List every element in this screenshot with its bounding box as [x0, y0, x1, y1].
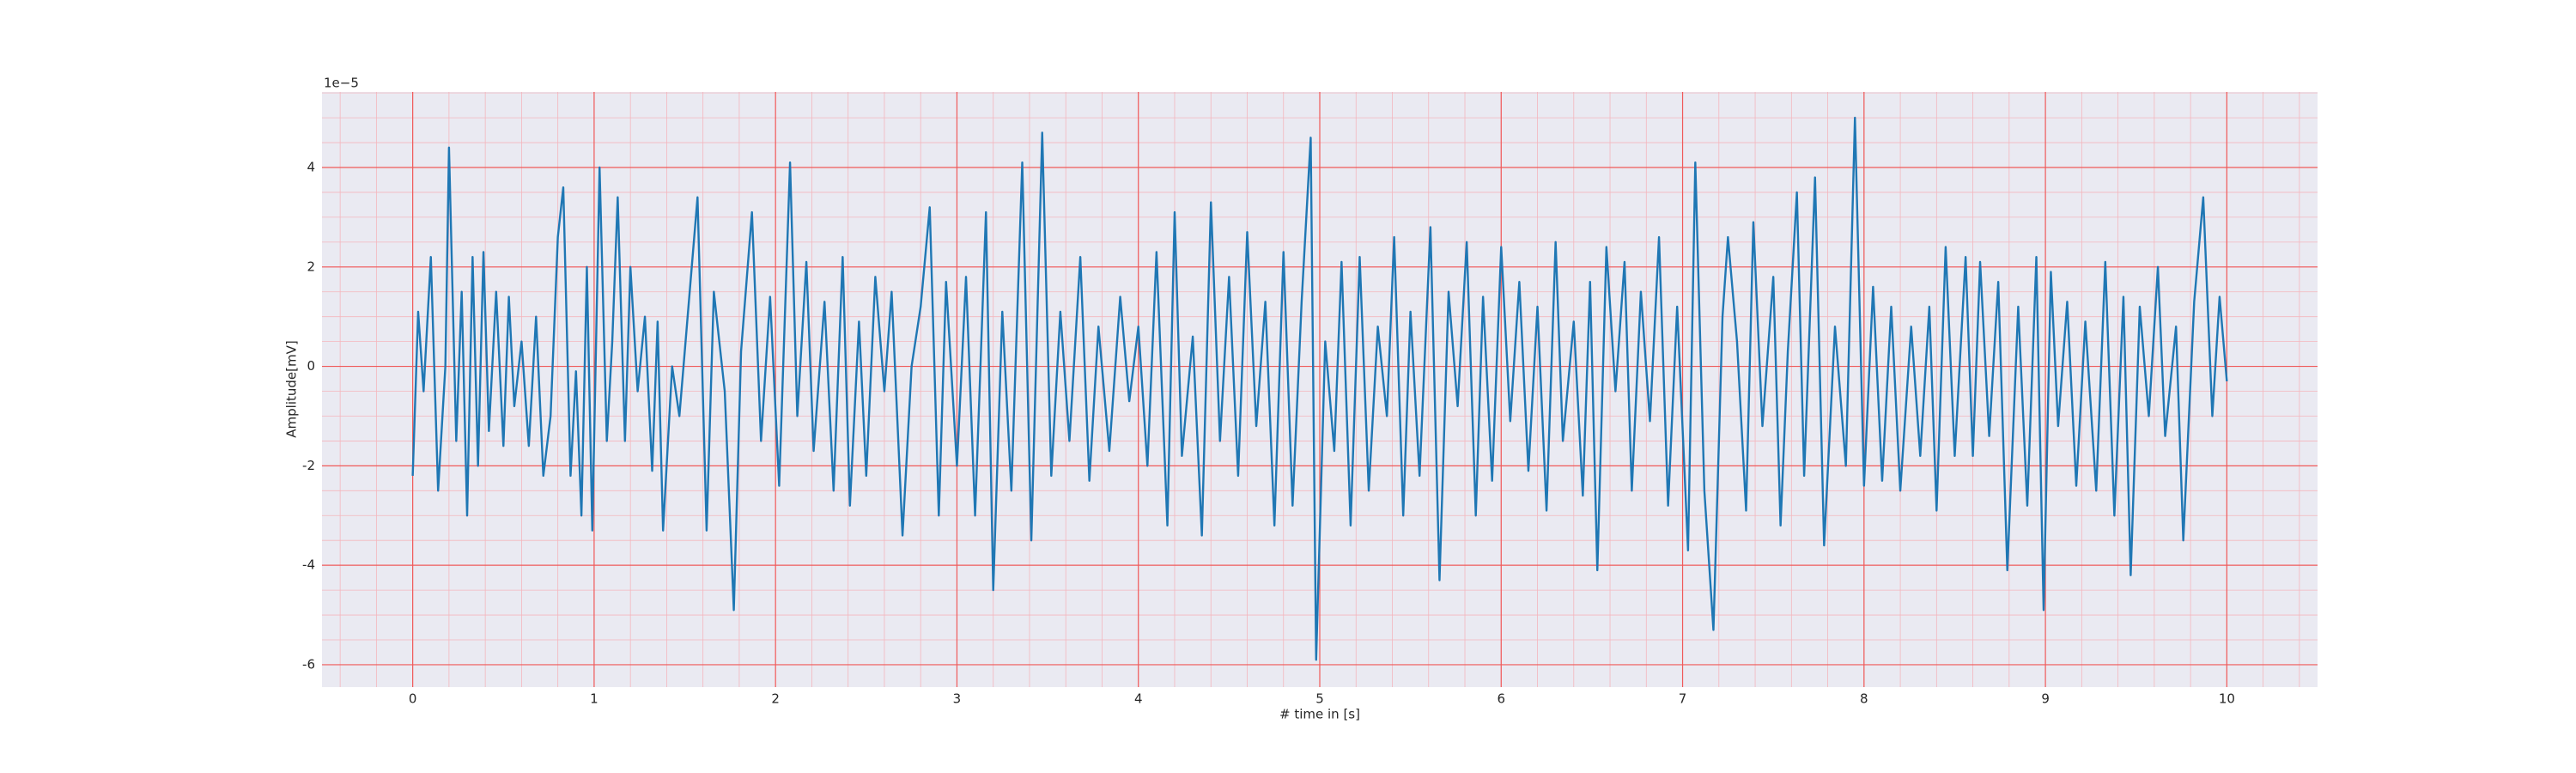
y-tick-label: -2: [302, 458, 315, 473]
x-tick-label: 5: [1315, 691, 1324, 707]
y-offset-label: 1e−5: [324, 76, 359, 91]
y-tick-label: 4: [307, 160, 315, 175]
x-tick-label: 3: [953, 691, 962, 707]
x-tick-label: 9: [2041, 691, 2050, 707]
y-tick-label: -4: [302, 557, 315, 573]
x-tick-label: 8: [1860, 691, 1868, 707]
y-tick-label: -6: [302, 656, 315, 672]
x-axis-label: # time in [s]: [1279, 707, 1360, 722]
x-tick-label: 7: [1679, 691, 1687, 707]
x-tick-label: 10: [2219, 691, 2235, 707]
y-tick-label: 2: [307, 259, 315, 274]
x-tick-label: 1: [590, 691, 598, 707]
x-tick-label: 2: [771, 691, 780, 707]
y-tick-label: 0: [307, 358, 315, 374]
signal-line: [411, 116, 2228, 661]
y-axis-label: Amplitude[mV]: [284, 340, 300, 437]
x-tick-label: 0: [409, 691, 417, 707]
x-tick-label: 6: [1497, 691, 1505, 707]
x-tick-label: 4: [1134, 691, 1143, 707]
